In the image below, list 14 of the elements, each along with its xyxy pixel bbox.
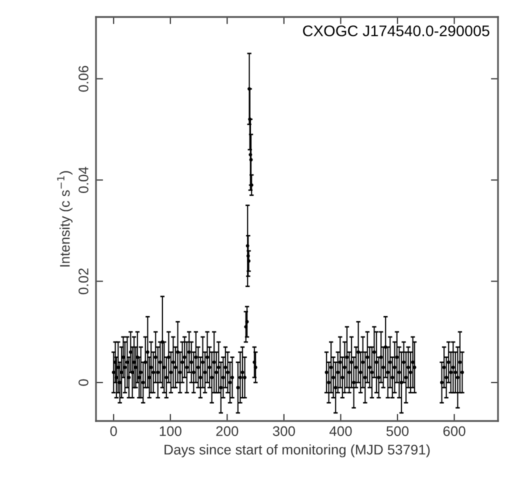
x-tick-label: 200	[216, 426, 238, 436]
annotation: CXOGC J174540.0-290005	[303, 25, 490, 36]
y-tick-label: 0.04	[78, 166, 88, 193]
y-tick-label: 0	[78, 379, 88, 386]
y-tick-label: 0.06	[78, 66, 88, 92]
x-tick-label: 300	[272, 426, 295, 436]
x-tick-label: 600	[443, 426, 466, 436]
x-tick-label: 0	[110, 426, 117, 436]
x-tick-label: 500	[386, 426, 409, 436]
y-axis-title: Intensity (c s$^{−1}$)	[57, 171, 73, 266]
y-tick-label: 0.02	[78, 268, 88, 294]
x-tick-label: 100	[160, 426, 182, 436]
x-axis-title: Days since start of monitoring (MJD 53791)	[164, 444, 430, 458]
x-tick-label: 400	[329, 426, 352, 436]
